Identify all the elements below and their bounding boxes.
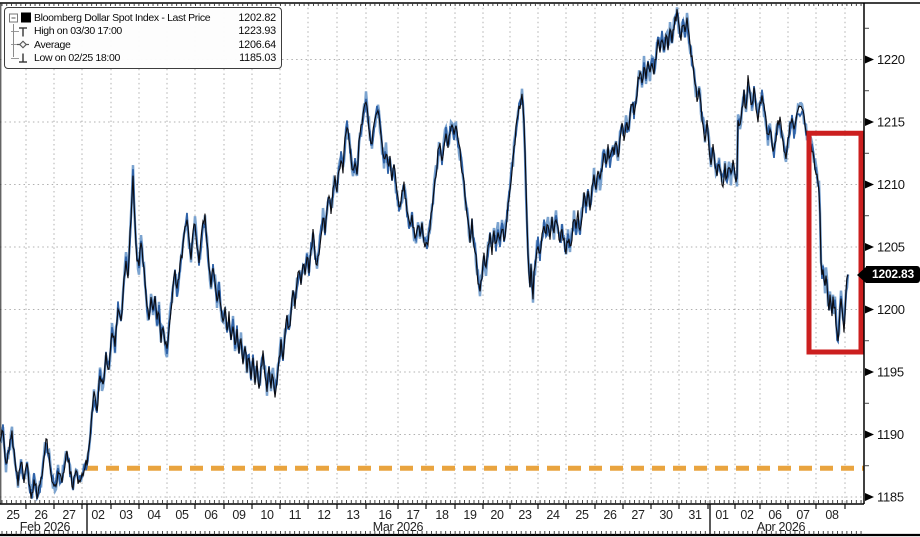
axis-tick-label: 27 <box>631 508 645 522</box>
axis-tick-label: 27 <box>62 508 76 522</box>
axis-tick-label: 07 <box>796 508 810 522</box>
legend-row-last-price[interactable]: Bloomberg Dollar Spot Index - Last Price… <box>8 11 276 25</box>
price-line-series <box>0 7 850 502</box>
axis-tick-label: 26 <box>603 508 617 522</box>
price-tag-value: 1202.83 <box>866 266 920 283</box>
axis-tick-label: 1200 <box>877 302 905 317</box>
y-tick-arrow-icon <box>865 243 874 251</box>
legend-high-label: High on 03/30 17:00 <box>34 25 122 38</box>
axis-tick-label: 1185 <box>877 490 904 505</box>
axis-tick-label: 10 <box>260 508 274 522</box>
price-line-black <box>0 9 849 500</box>
legend-series-value: 1202.82 <box>238 11 276 24</box>
axis-tick-label: 12 <box>317 508 331 522</box>
axis-tick-label: 05 <box>175 508 189 522</box>
price-tag-pointer-icon <box>857 266 866 283</box>
legend-row-average[interactable]: Average 1206.64 <box>8 38 276 52</box>
low-marker-icon <box>8 52 34 65</box>
legend-box[interactable]: Bloomberg Dollar Spot Index - Last Price… <box>4 7 282 69</box>
legend-row-low[interactable]: Low on 02/25 18:00 1185.03 <box>8 52 276 66</box>
axis-tick-label: 19 <box>463 508 477 522</box>
axis-tick-label: 09 <box>232 508 246 522</box>
axis-tick-label: 06 <box>768 508 782 522</box>
axis-tick-label: 1210 <box>877 177 905 192</box>
axis-tick-label: 25 <box>575 508 589 522</box>
axis-tick-label: 04 <box>147 508 161 522</box>
axis-tick-label: 1190 <box>877 427 904 442</box>
axis-tick-label: 08 <box>825 508 839 522</box>
axis-tick-label: 30 <box>659 508 673 522</box>
axis-tick-label: Feb 2026 <box>20 520 71 534</box>
y-tick-arrow-icon <box>865 55 874 64</box>
axis-tick-label: Mar 2026 <box>373 520 424 534</box>
legend-average-label: Average <box>34 38 71 51</box>
axis-tick-label: 06 <box>204 508 218 522</box>
axis-tick-label: 17 <box>406 508 420 522</box>
legend-row-high[interactable]: High on 03/30 17:00 1223.93 <box>8 25 276 39</box>
legend-average-value: 1206.64 <box>238 38 276 51</box>
y-tick-arrow-icon <box>865 305 874 314</box>
axis-tick-label: 02 <box>740 508 754 522</box>
y-tick-arrow-icon <box>865 118 874 126</box>
axis-tick-label: 13 <box>346 508 360 522</box>
axis-tick-label: 03 <box>119 508 133 522</box>
highlight-box-annotation <box>806 130 864 355</box>
axis-tick-label: 11 <box>289 508 302 522</box>
axis-tick-label: 25 <box>6 508 20 522</box>
gridlines <box>0 3 864 504</box>
axis-tick-label: 1220 <box>877 52 905 67</box>
axis-tick-label: Apr 2026 <box>757 520 806 534</box>
axis-tick-label: 1195 <box>877 365 904 380</box>
axis-tick-label: 1205 <box>877 240 905 255</box>
axis-tick-label: 24 <box>546 508 560 522</box>
legend-tree-connector <box>12 24 14 57</box>
axis-tick-label: 16 <box>378 508 392 522</box>
y-tick-arrow-icon <box>865 430 874 439</box>
legend-series-label: Bloomberg Dollar Spot Index - Last Price <box>34 11 211 24</box>
legend-low-value: 1185.03 <box>239 52 276 65</box>
legend-high-value: 1223.93 <box>238 25 276 38</box>
axis-tick-label: 20 <box>490 508 504 522</box>
minor-ticks <box>1 3 862 535</box>
y-tick-arrow-icon <box>865 180 874 189</box>
y-tick-arrow-icon <box>865 493 874 501</box>
axis-tick-label: 1215 <box>877 115 905 130</box>
axis-tick-label: 18 <box>435 508 449 522</box>
y-tick-arrow-icon <box>865 368 874 376</box>
average-marker-icon <box>8 38 34 51</box>
x-axis-labels: 25 26 27 02 03 04 05 06 09 10 11 12 13 16 17 18 19 20 23 24… <box>6 504 846 534</box>
last-price-tag: 1202.83 <box>857 266 920 283</box>
axis-tick-label: 23 <box>518 508 532 522</box>
series-swatch-icon <box>8 11 34 24</box>
price-line-light <box>0 7 850 499</box>
axis-tick-label: 31 <box>688 508 702 522</box>
axis-tick-label: 01 <box>715 508 729 522</box>
high-marker-icon <box>8 25 34 38</box>
legend-low-label: Low on 02/25 18:00 <box>34 52 120 65</box>
axis-tick-label: 26 <box>34 508 48 522</box>
axis-tick-label: 02 <box>91 508 105 522</box>
